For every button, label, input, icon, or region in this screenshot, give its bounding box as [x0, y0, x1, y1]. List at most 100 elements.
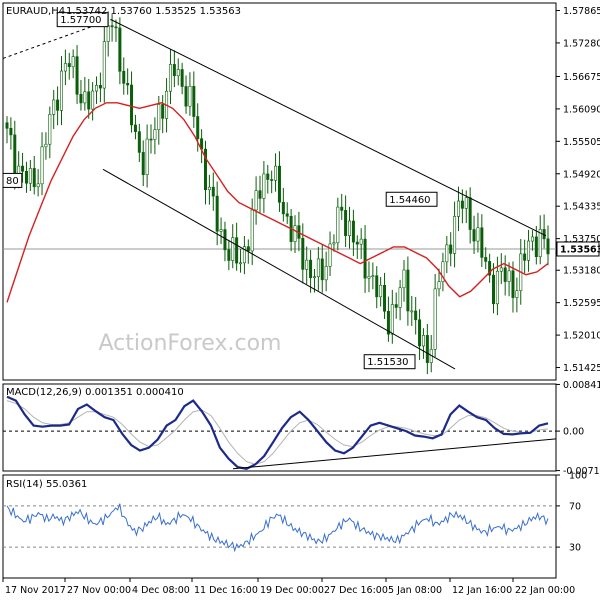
macd-line	[6, 395, 549, 470]
candle-body	[274, 165, 278, 181]
candle-body	[476, 227, 480, 242]
annotation-box	[2, 172, 23, 188]
candle-body	[507, 270, 511, 282]
candle-body	[239, 262, 243, 265]
rsi-series: 100 70 30 RSI(14) 55.0361	[3, 471, 587, 554]
candle-body	[332, 242, 336, 245]
candles	[5, 11, 550, 375]
candle-body	[390, 304, 394, 335]
candle-body	[546, 238, 550, 255]
candle-body	[149, 138, 153, 141]
candle-body	[530, 236, 534, 242]
candle-body	[383, 284, 387, 312]
candle-body	[371, 275, 375, 278]
candle-body	[231, 237, 235, 261]
annotation-label: 1.57700	[60, 15, 101, 26]
candle-body	[359, 238, 363, 245]
candle-body	[98, 85, 102, 89]
candle-body	[472, 229, 476, 242]
candle-body	[196, 116, 200, 140]
candle-body	[402, 269, 406, 289]
chart-ohlc: 1.53742 1.53760 1.53525 1.53563	[66, 6, 241, 17]
candle-body	[375, 275, 379, 298]
annotation-box	[363, 354, 416, 370]
candle-body	[192, 86, 196, 117]
candle-body	[445, 244, 449, 263]
x-tick-label: 27 Nov 00:00	[67, 585, 131, 596]
candle-body	[75, 56, 79, 95]
candle-body	[406, 269, 410, 312]
y-tick-label: 1.51425	[563, 363, 600, 374]
candle-body	[410, 310, 414, 313]
candle-body	[534, 236, 538, 258]
x-tick-label: 12 Jan 16:00	[452, 585, 512, 596]
candle-body	[348, 220, 352, 236]
x-tick-label: 22 Jan 00:00	[515, 585, 575, 596]
candle-body	[145, 138, 149, 175]
macd-series: 0.008419 0.00 -0.007128 MACD(12,26,9) 0.001…	[3, 380, 600, 477]
candle-body	[266, 173, 270, 180]
candle-body	[246, 246, 250, 252]
x-tick-label: 4 Dec 08:00	[132, 585, 190, 596]
dashed-trend-line	[2, 19, 112, 59]
candle-body	[499, 267, 503, 272]
x-tick-label: 11 Dec 16:00	[194, 585, 258, 596]
candle-body	[184, 86, 188, 107]
candle-body	[351, 220, 355, 243]
candle-body	[235, 237, 239, 264]
candle-body	[456, 200, 460, 217]
channel-upper-line	[110, 19, 547, 237]
candle-body	[464, 197, 468, 209]
candle-body	[87, 91, 91, 110]
candle-body	[293, 225, 297, 242]
candle-body	[312, 276, 316, 279]
candle-body	[301, 238, 305, 270]
candle-body	[95, 85, 99, 92]
x-tick-label: 19 Dec 00:00	[260, 585, 324, 596]
candle-body	[44, 143, 48, 148]
candle-body	[433, 288, 437, 350]
candle-body	[398, 287, 402, 308]
candle-body	[223, 229, 227, 251]
macd-title: MACD(12,26,9) 0.001351 0.000410	[6, 387, 184, 398]
candle-body	[48, 114, 52, 145]
candle-body	[324, 266, 328, 281]
annotation-box	[56, 12, 109, 28]
candle-body	[137, 131, 141, 153]
candle-body	[418, 319, 422, 347]
candle-body	[367, 275, 371, 279]
candle-body	[503, 267, 507, 282]
macd-trend-line	[232, 438, 557, 470]
candle-body	[67, 63, 71, 68]
y-tick-label: 1.53180	[563, 266, 600, 277]
candle-body	[207, 186, 211, 191]
candle-body	[480, 227, 484, 258]
candle-body	[9, 127, 13, 136]
y-tick-label: 1.53750	[563, 234, 600, 245]
macd-tick-label: 0.00	[563, 427, 584, 438]
candle-body	[344, 210, 348, 236]
candle-body	[394, 304, 398, 308]
x-axis: 17 Nov 2017 27 Nov 00:00 4 Dec 08:00 11 Dec…	[2, 578, 575, 596]
candle-body	[56, 99, 60, 111]
candle-body	[227, 249, 231, 261]
candle-body	[21, 165, 25, 172]
candle-body	[219, 229, 223, 232]
candle-body	[309, 259, 313, 279]
price-pane	[2, 2, 557, 381]
y-tick-label: 1.57280	[563, 38, 600, 49]
y-tick-label: 1.52595	[563, 298, 600, 309]
rsi-tick-label: 30	[569, 543, 581, 554]
candle-body	[157, 104, 161, 131]
candle-body	[161, 104, 165, 119]
candle-body	[24, 170, 28, 184]
candle-body	[484, 257, 488, 262]
candle-body	[250, 209, 254, 252]
candle-body	[102, 41, 106, 89]
current-price-label: 1.53563	[560, 244, 600, 255]
macd-pane	[2, 383, 557, 472]
candle-body	[254, 190, 258, 211]
rsi-title: RSI(14) 55.0361	[6, 479, 87, 490]
